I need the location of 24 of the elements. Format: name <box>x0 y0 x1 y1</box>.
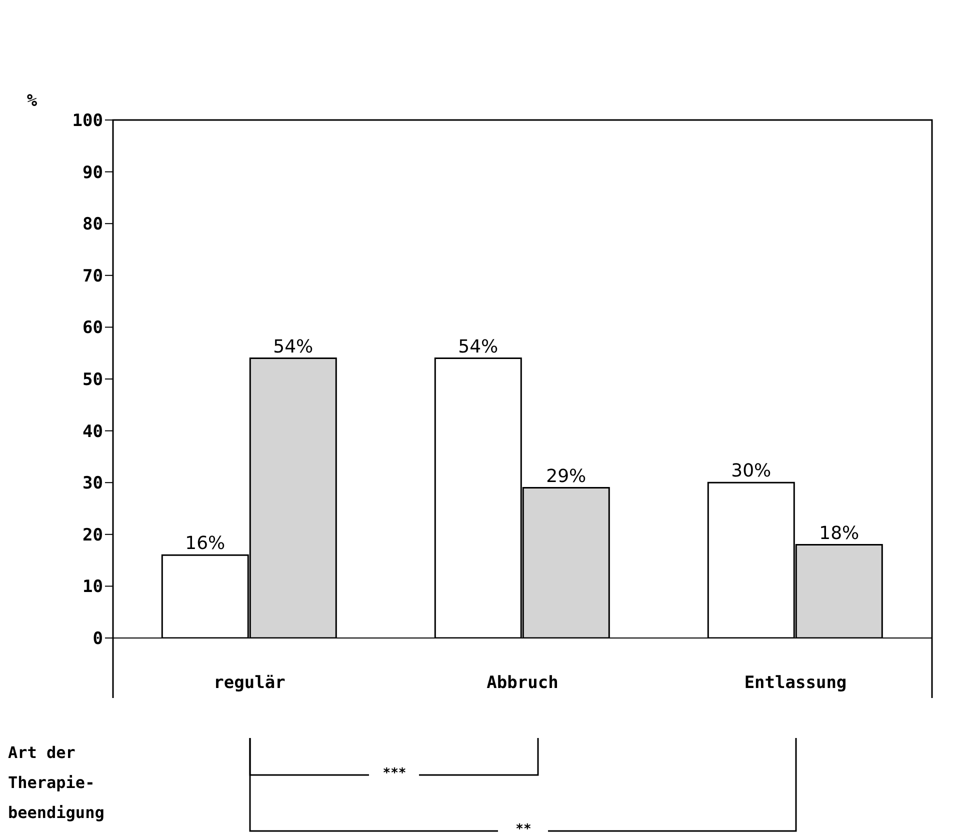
data-label: 29% <box>546 466 586 487</box>
x-tick-label: regulär <box>214 673 286 693</box>
y-axis-title: % <box>26 91 38 111</box>
y-tick-label: 30 <box>82 474 103 494</box>
y-tick-label: 0 <box>92 629 103 650</box>
x-tick-label: Entlassung <box>744 673 847 693</box>
y-tick-label: 10 <box>82 577 103 598</box>
y-tick-label: 40 <box>82 422 103 442</box>
x-tick-label: Abbruch <box>486 673 558 693</box>
y-tick-label: 100 <box>72 111 103 132</box>
data-label: 54% <box>458 336 498 358</box>
data-label: 16% <box>185 533 226 554</box>
data-label: 54% <box>273 336 314 358</box>
data-label: 18% <box>819 522 860 544</box>
data-label: 30% <box>731 460 772 482</box>
y-tick-label: 60 <box>82 318 103 338</box>
x-axis-title: Art der Therapie-beendigung <box>8 742 106 824</box>
y-tick-label: 90 <box>82 162 103 183</box>
y-tick-label: 20 <box>82 525 103 546</box>
text: *** <box>382 766 408 782</box>
y-tick-label: 80 <box>82 214 103 235</box>
text: ** <box>514 822 532 834</box>
y-tick-label: 50 <box>82 370 103 390</box>
y-tick-label: 70 <box>82 266 103 286</box>
